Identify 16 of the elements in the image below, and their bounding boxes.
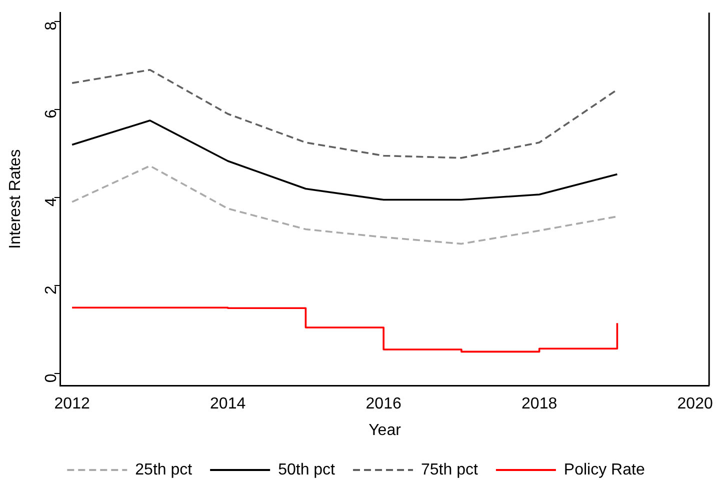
x-axis-title: Year: [368, 422, 402, 439]
x-tick-label: 2012: [54, 396, 90, 413]
x-tick-label: 2018: [522, 396, 558, 413]
legend-label: 50th pct: [278, 461, 336, 478]
y-tick-label: 4: [42, 197, 60, 206]
x-tick-label: 2016: [366, 396, 402, 413]
legend-label: 75th pct: [421, 461, 478, 478]
y-tick-label: 0: [42, 374, 60, 383]
y-tick-label: 8: [42, 21, 60, 30]
legend-label: Policy Rate: [564, 461, 645, 478]
y-axis-title: Interest Rates: [7, 149, 24, 249]
y-tick-label: 2: [42, 286, 60, 295]
x-tick-label: 2014: [210, 396, 246, 413]
legend-label: 25th pct: [135, 461, 193, 478]
x-tick-label: 2020: [677, 396, 713, 413]
y-tick-label: 6: [42, 109, 60, 118]
